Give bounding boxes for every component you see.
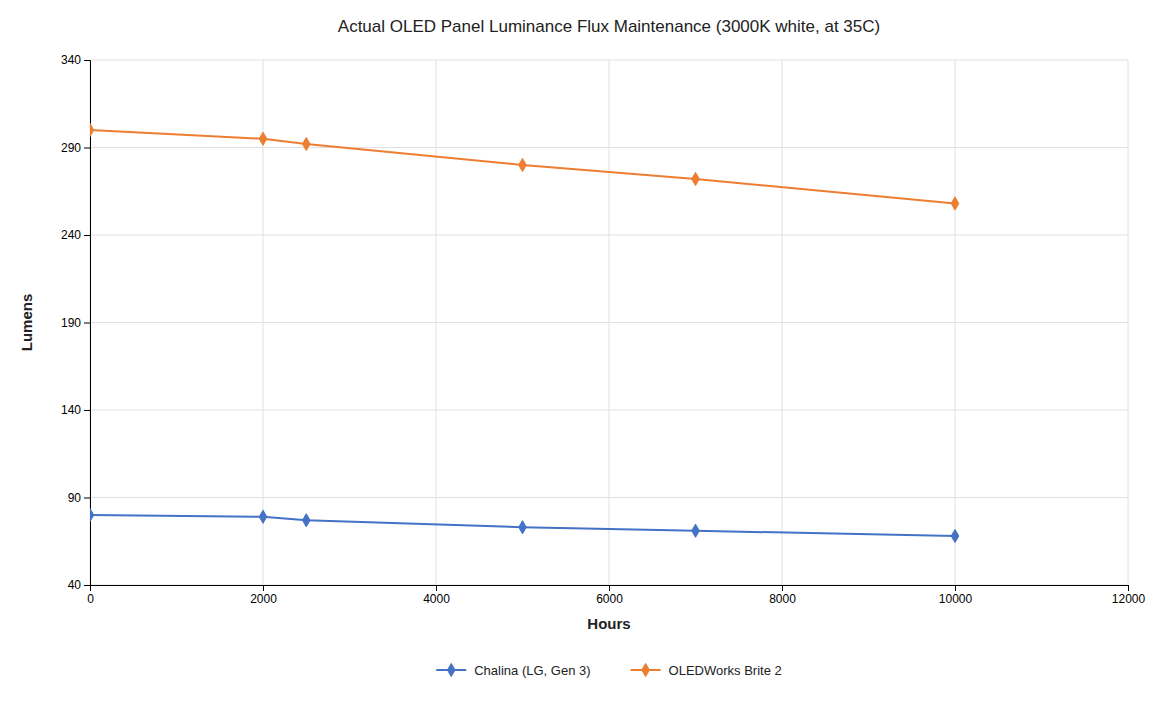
legend: Chalina (LG, Gen 3) OLEDWorks Brite 2 bbox=[436, 663, 782, 678]
point-marker bbox=[259, 510, 267, 523]
x-tick: 0 bbox=[87, 585, 94, 606]
x-tick: 2000 bbox=[250, 585, 277, 606]
grid-line-y bbox=[90, 147, 1128, 148]
y-tick: 340 bbox=[61, 53, 90, 67]
x-tick-label: 4000 bbox=[423, 592, 450, 606]
y-tick-label: 190 bbox=[61, 316, 81, 330]
point-marker bbox=[692, 172, 700, 185]
grid-line-y bbox=[90, 235, 1128, 236]
x-tick: 8000 bbox=[769, 585, 796, 606]
x-axis-title: Hours bbox=[587, 615, 630, 632]
grid-line-y bbox=[90, 410, 1128, 411]
y-tick-label: 140 bbox=[61, 403, 81, 417]
legend-item: OLEDWorks Brite 2 bbox=[631, 663, 782, 678]
x-tick-mark bbox=[1128, 585, 1129, 591]
y-tick-label: 40 bbox=[68, 578, 82, 592]
x-tick: 10000 bbox=[939, 585, 973, 606]
y-tick: 240 bbox=[61, 228, 90, 242]
x-axis-line bbox=[91, 586, 1129, 592]
legend-marker bbox=[642, 663, 650, 676]
point-marker bbox=[90, 123, 94, 136]
grid-line-y bbox=[90, 322, 1128, 323]
y-tick: 90 bbox=[68, 491, 90, 505]
point-marker bbox=[951, 197, 959, 210]
point-marker bbox=[692, 524, 700, 537]
x-tick-mark bbox=[436, 585, 437, 591]
x-axis: 0 2000 4000 6000 8000 10000 12000 bbox=[87, 585, 1145, 606]
grid-line-y bbox=[90, 497, 1128, 498]
grid-line-y bbox=[90, 60, 1128, 61]
x-tick-label: 10000 bbox=[939, 592, 973, 606]
y-axis-line bbox=[84, 61, 91, 586]
title: Actual OLED Panel Luminance Flux Mainten… bbox=[338, 17, 880, 36]
y-tick: 190 bbox=[61, 316, 90, 330]
x-tick: 12000 bbox=[1112, 585, 1146, 606]
series-line bbox=[90, 515, 955, 536]
legend-label: OLEDWorks Brite 2 bbox=[669, 663, 782, 678]
x-tick-label: 8000 bbox=[769, 592, 796, 606]
x-tick: 6000 bbox=[596, 585, 623, 606]
y-tick: 40 bbox=[68, 578, 90, 592]
y-tick-mark bbox=[84, 410, 90, 411]
point-marker bbox=[302, 514, 310, 527]
chart: 0 2000 4000 6000 8000 10000 12000 40 90 140 190 240… bbox=[0, 0, 1168, 710]
point-marker bbox=[519, 521, 527, 534]
y-tick: 140 bbox=[61, 403, 90, 417]
point-marker bbox=[259, 132, 267, 145]
x-tick-mark bbox=[782, 585, 783, 591]
point-marker bbox=[519, 158, 527, 171]
plot-area bbox=[90, 123, 959, 542]
legend-item: Chalina (LG, Gen 3) bbox=[436, 663, 590, 678]
x-tick-mark bbox=[609, 585, 610, 591]
x-tick-label: 2000 bbox=[250, 592, 277, 606]
x-tick-mark bbox=[263, 585, 264, 591]
y-axis-title: Lumens bbox=[18, 294, 35, 352]
y-tick-label: 90 bbox=[68, 491, 82, 505]
y-tick-mark bbox=[84, 585, 90, 586]
y-tick-label: 340 bbox=[61, 53, 81, 67]
x-tick-label: 6000 bbox=[596, 592, 623, 606]
y-tick-label: 240 bbox=[61, 228, 81, 242]
x-tick: 4000 bbox=[423, 585, 450, 606]
x-tick-label: 0 bbox=[87, 592, 94, 606]
grid bbox=[90, 60, 1128, 585]
x-tick-label: 12000 bbox=[1112, 592, 1146, 606]
y-tick-label: 290 bbox=[61, 141, 81, 155]
legend-marker bbox=[447, 663, 455, 676]
point-marker bbox=[302, 137, 310, 150]
y-axis: 40 90 140 190 240 290 340 bbox=[61, 53, 91, 592]
x-tick-mark bbox=[955, 585, 956, 591]
chart-container: 0 2000 4000 6000 8000 10000 12000 40 90 140 190 240… bbox=[0, 0, 1168, 710]
y-tick-mark bbox=[84, 235, 90, 236]
series-line bbox=[90, 130, 955, 204]
y-tick-mark bbox=[84, 498, 90, 499]
point-marker bbox=[951, 529, 959, 542]
y-tick-mark bbox=[84, 148, 90, 149]
y-tick-mark bbox=[84, 60, 90, 61]
y-tick: 290 bbox=[61, 141, 90, 155]
legend-label: Chalina (LG, Gen 3) bbox=[474, 663, 590, 678]
point-marker bbox=[90, 508, 94, 521]
y-tick-mark bbox=[84, 323, 90, 324]
